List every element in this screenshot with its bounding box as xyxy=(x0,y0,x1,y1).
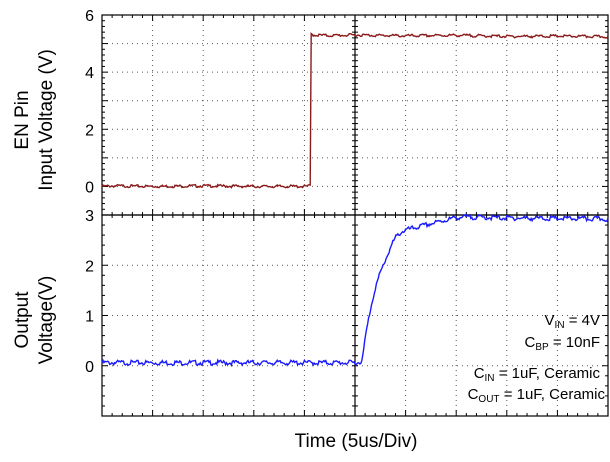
top-waveform-line xyxy=(101,32,609,189)
bottom-y-tick-label: 1 xyxy=(85,309,94,326)
annotation-line: COUT = 1uF, Ceramic xyxy=(468,386,606,405)
top-ylabel-line1: EN Pin xyxy=(12,90,33,149)
top-y-tick-label: 0 xyxy=(85,179,94,196)
en-pin-voltage-panel: 0 2 4 6 xyxy=(85,8,609,216)
top-ylabel-line2: Input Voltage (V) xyxy=(36,49,57,191)
annotation-line: VIN = 4V xyxy=(545,312,600,331)
bottom-y-tick-label: 0 xyxy=(85,359,94,376)
bottom-ylabel-line1: Output xyxy=(12,291,33,349)
annotation-line: CBP = 10nF xyxy=(525,334,600,353)
bottom-y-tick-label: 3 xyxy=(85,208,94,225)
annotation-line: CIN = 1uF, Ceramic xyxy=(474,365,601,384)
top-y-tick-label: 6 xyxy=(85,8,94,25)
top-y-tick-label: 4 xyxy=(85,65,94,82)
x-axis-title: Time (5us/Div) xyxy=(295,431,418,452)
bottom-y-tick-label: 2 xyxy=(85,258,94,275)
bottom-waveform-line xyxy=(101,213,609,368)
output-voltage-panel: 0 1 2 3 VIN = 4V CBP = 10nF CIN = 1uF, Ceramic… xyxy=(85,208,609,417)
bottom-ylabel-line2: Voltage(V) xyxy=(36,276,57,365)
top-y-tick-label: 2 xyxy=(85,122,94,139)
